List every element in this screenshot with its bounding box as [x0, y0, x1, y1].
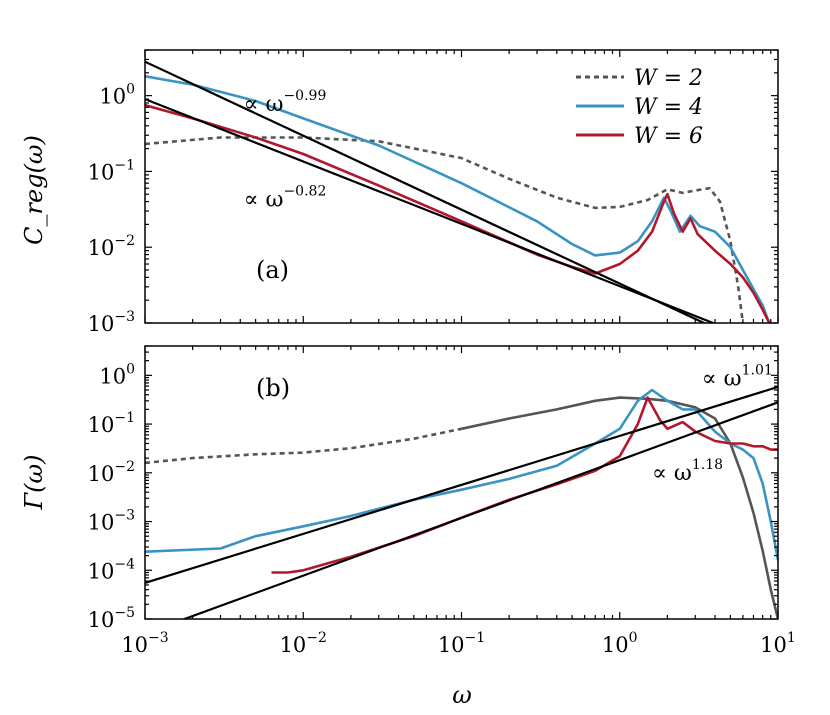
- fit-line: [145, 98, 717, 323]
- x-tick-label: 100: [602, 630, 638, 657]
- fit-annotation: ∝ ω−0.99: [244, 88, 327, 117]
- series-w-4: [145, 75, 771, 323]
- panel-a-y-axis-title: C_reg(ω): [20, 135, 48, 245]
- fit-line: [145, 60, 707, 323]
- legend: W = 2 W = 4 W = 6: [576, 66, 703, 149]
- y-tick-label: 10−3: [88, 508, 135, 535]
- x-axis-title: ω: [452, 681, 472, 709]
- panel-b-annotations: ∝ ω1.01 ∝ ω1.18: [652, 363, 773, 486]
- x-tick-label: 10−3: [121, 630, 168, 657]
- fit-annotation: ∝ ω1.01: [702, 363, 773, 392]
- fit-annotation: ∝ ω−0.82: [244, 183, 327, 212]
- fit-line: [145, 385, 778, 584]
- y-tick-label: 10−2: [88, 459, 135, 486]
- legend-label-w2: W = 2: [634, 66, 703, 91]
- y-tick-label: 10−4: [88, 556, 135, 583]
- panel-b-tag: (b): [256, 374, 290, 402]
- series-w-6: [145, 103, 771, 323]
- panel-a-series: [145, 60, 771, 323]
- y-tick-label: 10−2: [88, 233, 135, 260]
- panel-a: 100 10−1 10−2 10−3 ∝ ω−0.99 ∝ ω−0.82 (a) W =…: [20, 49, 779, 336]
- series-w-2: [461, 396, 778, 619]
- x-tick-label: 10−1: [438, 630, 485, 657]
- series-w-4: [145, 388, 778, 561]
- x-tick-label: 10−2: [280, 630, 327, 657]
- series-w-2: [145, 427, 462, 465]
- panel-a-annotations: ∝ ω−0.99 ∝ ω−0.82: [244, 88, 327, 212]
- fit-annotation: ∝ ω1.18: [652, 457, 723, 486]
- legend-label-w6: W = 6: [634, 124, 703, 149]
- legend-label-w4: W = 4: [634, 95, 703, 120]
- panel-a-tag: (a): [256, 256, 289, 284]
- y-tick-label: 10−3: [88, 309, 135, 336]
- y-tick-label: 100: [99, 82, 135, 109]
- series-w-6: [271, 396, 778, 574]
- y-tick-label: 10−5: [88, 605, 135, 632]
- panel-a-tick-labels: 100 10−1 10−2 10−3: [88, 82, 135, 336]
- y-tick-label: 100: [99, 361, 135, 388]
- panel-b-frame: [144, 345, 779, 620]
- y-tick-label: 10−1: [88, 410, 135, 437]
- panel-a-frame: [144, 49, 779, 324]
- panel-b-y-axis-title: Γ(ω): [20, 455, 48, 511]
- y-tick-label: 10−1: [88, 157, 135, 184]
- series-w-2: [145, 136, 745, 323]
- fit-line: [181, 401, 778, 619]
- panel-b-series: [145, 385, 778, 619]
- x-tick-label: 101: [760, 630, 796, 657]
